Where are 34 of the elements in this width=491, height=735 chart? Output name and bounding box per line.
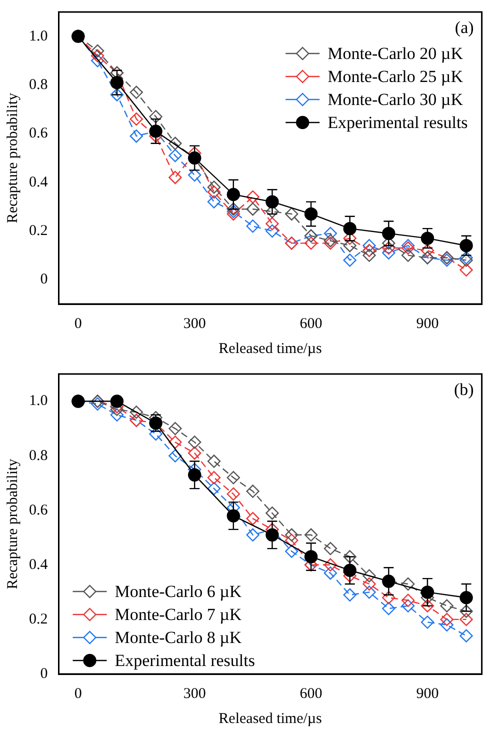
legend-label: Monte-Carlo 25 µK: [328, 66, 464, 86]
legend-label: Monte-Carlo 8 µK: [114, 628, 242, 647]
y-tick-label: 0.2: [29, 222, 48, 239]
legend-label: Monte-Carlo 20 µK: [328, 44, 464, 63]
x-tick-label: 0: [74, 316, 82, 332]
x-tick-label: 600: [300, 316, 322, 332]
text: 0: [40, 666, 48, 682]
y-tick-label: 0.2: [29, 611, 48, 628]
x-tick-label: 900: [416, 316, 439, 332]
y-axis-title: Recapture probability: [4, 458, 21, 590]
x-tick-label: 900: [416, 686, 439, 702]
x-tick-label: 600: [300, 686, 322, 702]
text: 0: [40, 272, 48, 288]
y-tick-label: 1.0: [29, 393, 48, 410]
annotation: (a): [454, 18, 474, 37]
legend-label: Monte-Carlo 7 µK: [114, 604, 242, 624]
y-axis-title: Recapture probability: [4, 92, 21, 224]
x-tick-label: 300: [183, 316, 206, 332]
legend-label: Monte-Carlo 30 µK: [328, 90, 464, 109]
annotation: (b): [454, 380, 474, 399]
x-axis-title: Released time/µs: [218, 710, 322, 727]
y-tick-label: 0.6: [29, 502, 48, 518]
legend-label: Experimental results: [328, 112, 468, 132]
y-tick-label: 0.8: [29, 448, 48, 464]
x-axis-title: Released time/µs: [218, 340, 322, 357]
y-tick-label: 1.0: [29, 28, 48, 44]
y-tick-label: 0.8: [29, 76, 48, 93]
legend-label: Monte-Carlo 6 µK: [114, 582, 242, 601]
y-tick-label: 0.4: [29, 556, 48, 573]
x-tick-label: 0: [74, 686, 82, 702]
y-tick-label: 0.4: [29, 174, 48, 190]
y-tick-label: 0.6: [29, 126, 48, 142]
legend-label: Experimental results: [114, 650, 255, 670]
x-tick-label: 300: [183, 686, 206, 702]
